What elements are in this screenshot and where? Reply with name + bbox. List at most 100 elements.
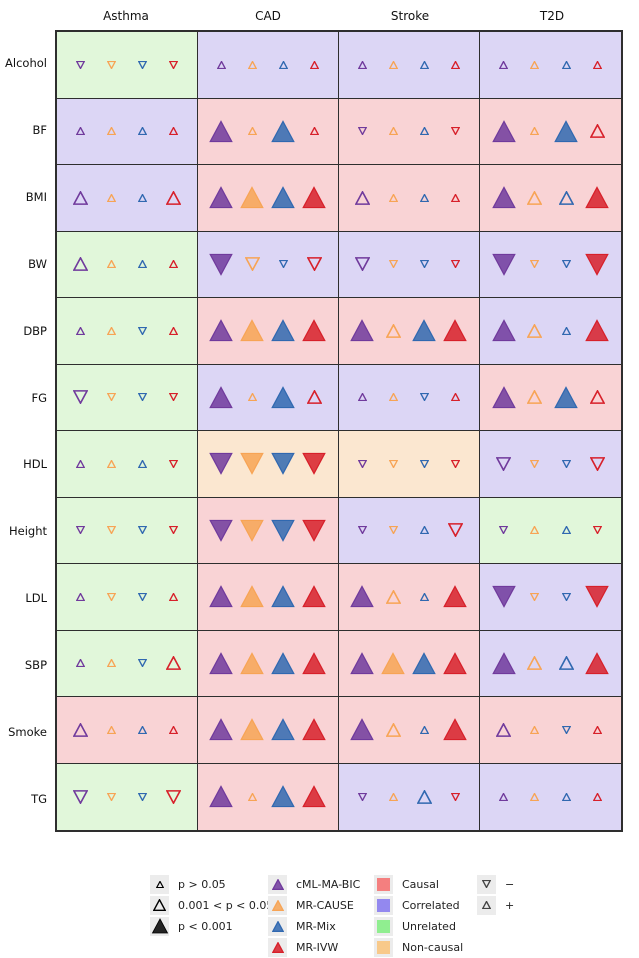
ivw-triangle [301, 585, 327, 608]
mix-triangle [137, 127, 147, 136]
tri-slot [129, 260, 156, 269]
tri-slot [98, 127, 125, 136]
cml-triangle [349, 585, 375, 608]
cml-triangle [496, 456, 512, 471]
cause-triangle [530, 459, 540, 468]
cause-triangle [530, 725, 540, 734]
mix-triangle [553, 119, 579, 143]
row-label-alcohol: Alcohol [5, 56, 47, 71]
mix-triangle [561, 60, 571, 69]
mix-triangle [561, 526, 571, 535]
legend-method-cause-label: MR-CAUSE [296, 898, 354, 912]
tri-slot [270, 385, 297, 409]
cell-bw-stroke [339, 231, 480, 298]
cell-tg-asthma [57, 763, 198, 830]
tri-slot [239, 452, 266, 476]
tri-slot [160, 526, 187, 535]
cml-triangle [491, 585, 517, 609]
cause-triangle [388, 792, 398, 801]
tri-slot [270, 651, 297, 675]
mix-triangle [278, 260, 288, 269]
tri-slot [490, 651, 518, 675]
tri-slot [160, 60, 187, 69]
correlated-swatch-icon [377, 898, 390, 912]
legend-method-mix-label: MR-Mix [296, 919, 336, 933]
tri-slot [584, 526, 612, 535]
tri-slot [584, 585, 612, 609]
mix-triangle [137, 725, 147, 734]
mix-triangle [278, 60, 288, 69]
legend-category-non-causal: Non-causal [374, 937, 463, 957]
cell-hdl-t2d [480, 431, 621, 498]
ivw-triangle [168, 393, 178, 402]
ivw-triangle [447, 523, 463, 538]
ivw-triangle [301, 186, 327, 209]
tri-slot [380, 722, 407, 737]
cell-dbp-asthma [57, 298, 198, 365]
mix-triangle [270, 119, 296, 143]
mix-triangle [561, 592, 571, 601]
row-label-fg: FG [31, 390, 47, 405]
tri-slot [129, 393, 156, 402]
tri-slot [67, 127, 94, 136]
ivw-triangle [589, 390, 605, 405]
legend-pvalue-s: p > 0.05 [150, 874, 273, 894]
cause-triangle [244, 257, 260, 272]
ivw-triangle [301, 651, 327, 675]
tri-slot [349, 127, 376, 136]
tri-slot [67, 459, 94, 468]
tri-slot [239, 60, 266, 69]
cause-triangle [106, 193, 116, 202]
ivw-triangle [301, 519, 327, 542]
cml-triangle [499, 60, 509, 69]
tri-slot [98, 459, 125, 468]
cause-triangle [530, 127, 540, 136]
legend-method-mix-key [268, 916, 287, 936]
ivw-triangle [306, 257, 322, 272]
ivw-triangle [165, 656, 181, 671]
legend-method-cause: MR-CAUSE [268, 895, 360, 915]
cell-hdl-asthma [57, 431, 198, 498]
legend-method-ivw-key [268, 937, 287, 957]
tri-slot [208, 452, 235, 476]
tri-slot [67, 390, 94, 405]
cause-triangle [388, 393, 398, 402]
tri-slot [301, 127, 328, 136]
ivw-triangle [168, 260, 178, 269]
cause-triangle [239, 519, 265, 542]
mix-triangle [561, 725, 571, 734]
cell-bf-t2d [480, 98, 621, 165]
cell-bf-asthma [57, 98, 198, 165]
legend-method-cml: cML-MA-BIC [268, 874, 360, 894]
ivw-triangle [592, 725, 602, 734]
legend-sign-plus: + [477, 895, 514, 915]
tri-slot [160, 656, 187, 671]
cml-triangle [208, 319, 234, 342]
cause-triangle [247, 127, 257, 136]
cell-alcohol-t2d [480, 32, 621, 99]
tri-slot [67, 592, 94, 601]
cause-triangle [388, 260, 398, 269]
tri-slot [349, 60, 376, 69]
ivw-triangle [306, 390, 322, 405]
row-label-hdl: HDL [23, 457, 47, 472]
ivw-triangle [168, 526, 178, 535]
ivw-triangle [450, 459, 460, 468]
cell-bmi-t2d [480, 165, 621, 232]
cell-smoke-t2d [480, 697, 621, 764]
legend-method-cml-key [268, 874, 287, 894]
tri-slot [584, 390, 612, 405]
cell-height-cad [198, 497, 339, 564]
unrelated-swatch-icon [377, 919, 390, 933]
legend-pvalue-m-label: 0.001 < p < 0.05 [178, 898, 274, 912]
cell-fg-asthma [57, 364, 198, 431]
mix-triangle [419, 459, 429, 468]
cell-fg-stroke [339, 364, 480, 431]
row-label-tg: TG [31, 791, 47, 806]
cause-triangle [106, 659, 116, 668]
tri-slot [270, 519, 297, 542]
tri-slot [239, 792, 266, 801]
ivw-triangle [168, 592, 178, 601]
cml-triangle [75, 592, 85, 601]
ivw-triangle [592, 792, 602, 801]
